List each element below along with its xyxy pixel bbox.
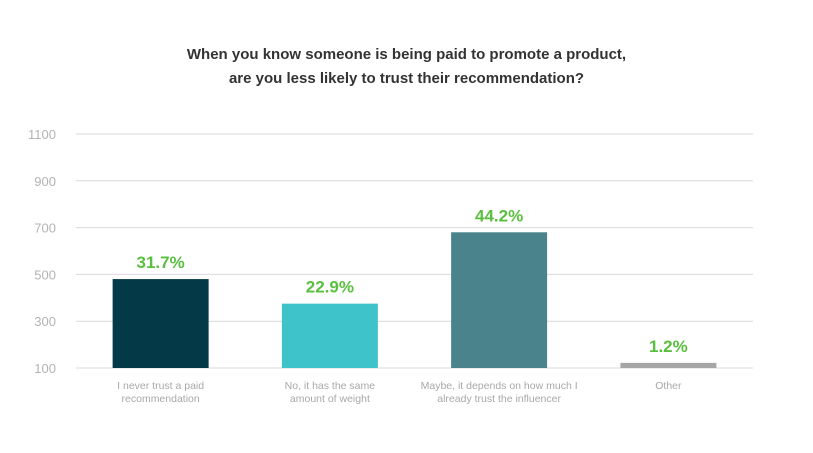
y-tick-label-1100: 1100 bbox=[28, 127, 56, 142]
bar-4 bbox=[620, 362, 717, 368]
bar-3 bbox=[451, 232, 548, 368]
data-label-3: 44.2% bbox=[475, 206, 523, 225]
bar-1 bbox=[112, 279, 209, 368]
category-label-1-line-2: recommendation bbox=[122, 393, 200, 405]
y-tick-label-100: 100 bbox=[34, 361, 56, 376]
y-tick-label-700: 700 bbox=[34, 221, 56, 236]
chart-title-line-1: When you know someone is being paid to p… bbox=[186, 46, 627, 63]
category-label-1-line-1: I never trust a paid bbox=[117, 380, 204, 392]
category-label-4-line-1: Other bbox=[655, 380, 682, 392]
data-label-1: 31.7% bbox=[137, 253, 185, 272]
y-tick-label-500: 500 bbox=[34, 267, 56, 282]
y-tick-label-300: 300 bbox=[34, 314, 56, 329]
category-label-3-line-2: already trust the influencer bbox=[437, 393, 561, 405]
data-label-4: 1.2% bbox=[649, 337, 688, 356]
data-label-2: 22.9% bbox=[306, 278, 354, 297]
category-label-3-line-1: Maybe, it depends on how much I bbox=[421, 380, 578, 392]
bar-2 bbox=[281, 303, 378, 368]
category-label-2-line-1: No, it has the same bbox=[285, 380, 376, 392]
y-tick-label-900: 900 bbox=[34, 174, 56, 189]
chart-title-line-2: are you less likely to trust their recom… bbox=[228, 70, 585, 87]
category-label-2-line-2: amount of weight bbox=[290, 393, 370, 405]
